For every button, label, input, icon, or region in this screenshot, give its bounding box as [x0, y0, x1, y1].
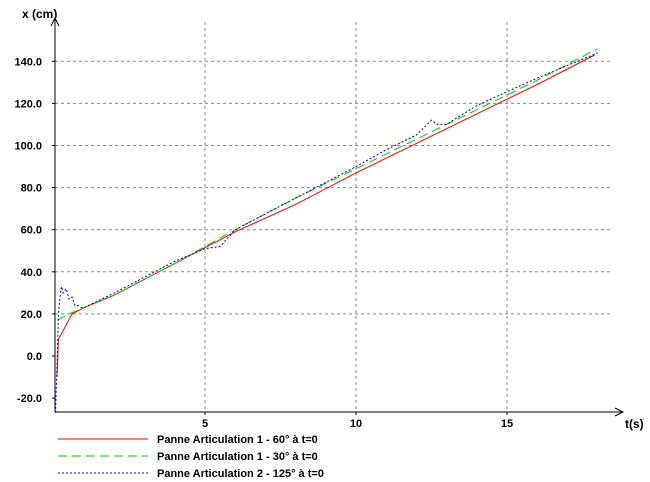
x-axis-arrow	[614, 407, 625, 417]
y-tick-label: 60.0	[21, 225, 42, 237]
series-line-3	[55, 52, 598, 413]
x-tick-label: 10	[350, 418, 362, 430]
legend-label-2: Panne Articulation 1 - 30° à t=0	[157, 451, 318, 463]
y-tick-label: 40.0	[21, 267, 42, 279]
x-axis-title: t(s)	[625, 417, 644, 431]
y-tick-label: 100.0	[14, 141, 42, 153]
y-tick-label: -20.0	[17, 393, 42, 405]
x-tick-label: 15	[501, 418, 513, 430]
legend-label-3: Panne Articulation 2 - 125° à t=0	[157, 468, 324, 480]
y-tick-label: 20.0	[21, 309, 42, 321]
y-tick-label: 120.0	[14, 98, 42, 110]
y-axis-arrow	[50, 16, 60, 27]
series-line-1	[56, 54, 595, 378]
y-axis-title: x (cm)	[22, 7, 57, 21]
x-tick-label: 5	[202, 418, 208, 430]
series-line-2	[56, 48, 598, 321]
y-tick-label: 140.0	[14, 56, 42, 68]
y-tick-label: 80.0	[21, 183, 42, 195]
y-tick-label: 0.0	[27, 351, 42, 363]
legend-label-1: Panne Articulation 1 - 60° à t=0	[157, 434, 318, 446]
